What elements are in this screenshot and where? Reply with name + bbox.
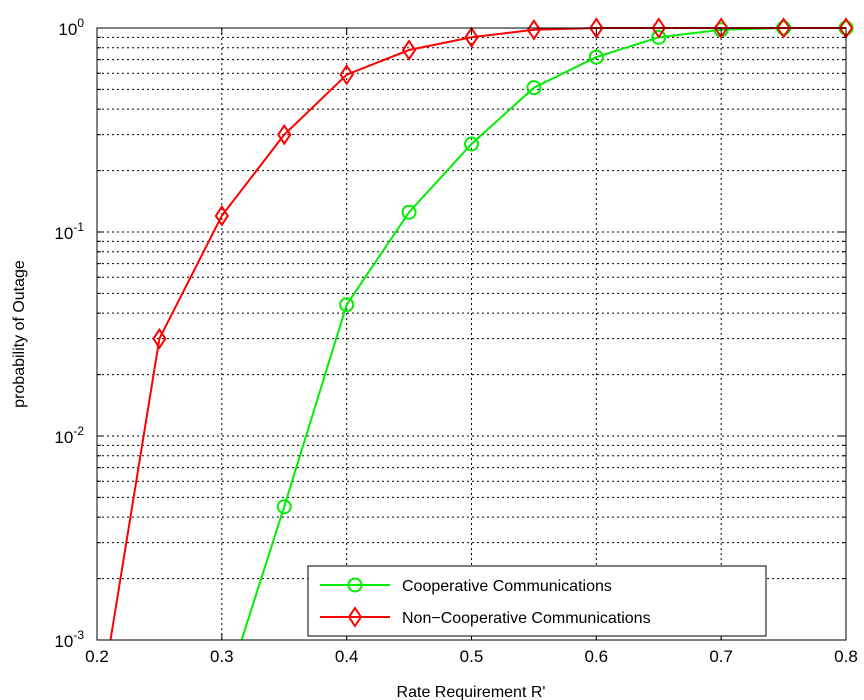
x-axis-label: Rate Requirement R'	[397, 684, 546, 700]
diamond-marker	[401, 39, 417, 61]
diamond-marker	[347, 606, 363, 628]
diamond-marker	[526, 18, 542, 41]
x-tick-label: 0.6	[585, 647, 609, 666]
legend-entry-label: Non−Cooperative Communications	[402, 610, 651, 627]
diamond-marker	[339, 63, 354, 86]
axis-ticks: 0.2 0.3 0.4 0.5 0.6 0.7 0.8 10-3 10-2 10-1 100	[54, 16, 857, 666]
y-tick-label: 10-1	[54, 220, 84, 243]
x-tick-label: 0.3	[210, 647, 234, 666]
y-axis-label: probability of Outage	[11, 260, 28, 408]
grid	[97, 28, 846, 640]
diamond-marker	[214, 205, 230, 227]
circle-marker	[526, 80, 542, 96]
series-line	[240, 27, 846, 641]
legend-entry-label: Cooperative Communications	[402, 578, 612, 595]
diamond-marker	[152, 327, 167, 350]
circle-marker	[588, 49, 604, 65]
x-tick-label: 0.8	[834, 647, 858, 666]
y-tick-label: 10-3	[54, 628, 84, 651]
circle-marker	[651, 29, 667, 45]
x-tick-label: 0.5	[460, 647, 484, 666]
y-tick-label: 10-2	[54, 424, 84, 447]
circle-marker	[464, 136, 479, 152]
diamond-marker	[589, 17, 604, 39]
diamond-marker	[464, 26, 479, 49]
diamond-marker	[651, 17, 666, 39]
x-tick-label: 0.4	[335, 647, 359, 666]
diamond-marker	[776, 17, 791, 39]
circle-marker	[276, 499, 292, 515]
x-tick-label: 0.2	[85, 647, 109, 666]
circle-marker	[347, 577, 363, 593]
legend-box	[307, 565, 767, 637]
circle-marker	[339, 297, 355, 313]
diamond-marker	[713, 17, 729, 39]
diamond-marker	[277, 123, 292, 146]
circle-marker	[401, 204, 417, 220]
series-cooperative	[240, 20, 854, 641]
y-tick-label: 100	[58, 16, 84, 39]
legend: Cooperative Communications Non−Cooperativ…	[307, 565, 767, 637]
x-tick-label: 0.7	[709, 647, 733, 666]
